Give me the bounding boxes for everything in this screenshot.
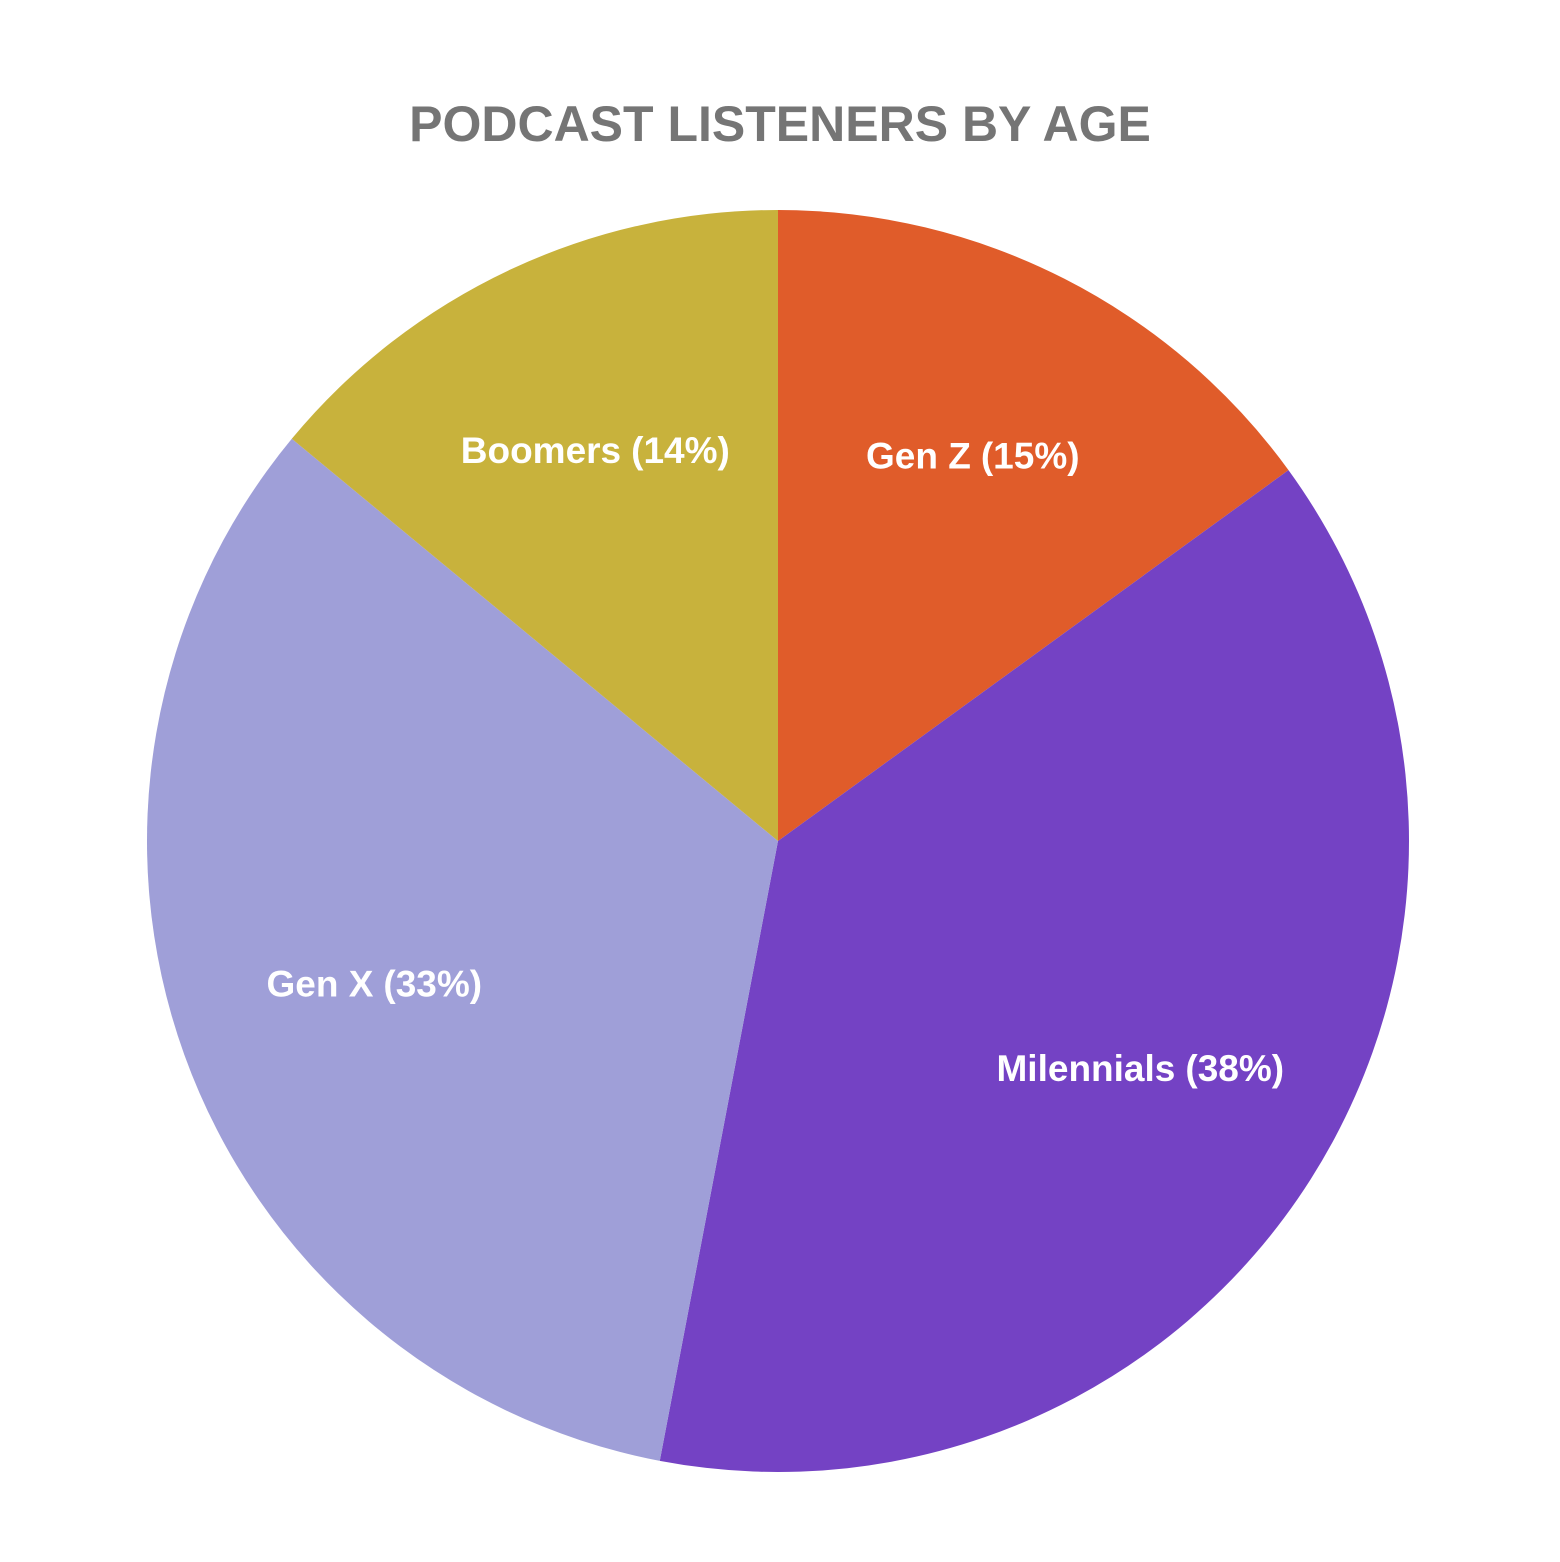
value-label: (38%)	[1185, 1048, 1284, 1089]
category-label: Gen X	[266, 963, 373, 1004]
value-label: (15%)	[981, 435, 1080, 476]
slice-label: Boomers (14%)	[461, 430, 730, 471]
value-label: (14%)	[631, 430, 730, 471]
pie-slice	[659, 470, 1410, 1472]
slice-label: Gen X (33%)	[266, 963, 482, 1004]
category-label: Gen Z	[866, 435, 971, 476]
slice-label: Milennials (38%)	[996, 1048, 1284, 1089]
slice-label: Gen Z (15%)	[866, 435, 1080, 476]
pie-slice	[291, 210, 778, 841]
category-label: Boomers	[461, 430, 621, 471]
chart-title: PODCAST LISTENERS BY AGE	[409, 96, 1151, 152]
value-label: (33%)	[383, 963, 482, 1004]
category-label: Milennials	[996, 1048, 1175, 1089]
pie-slice	[778, 210, 1289, 841]
pie-slice	[146, 438, 779, 1461]
